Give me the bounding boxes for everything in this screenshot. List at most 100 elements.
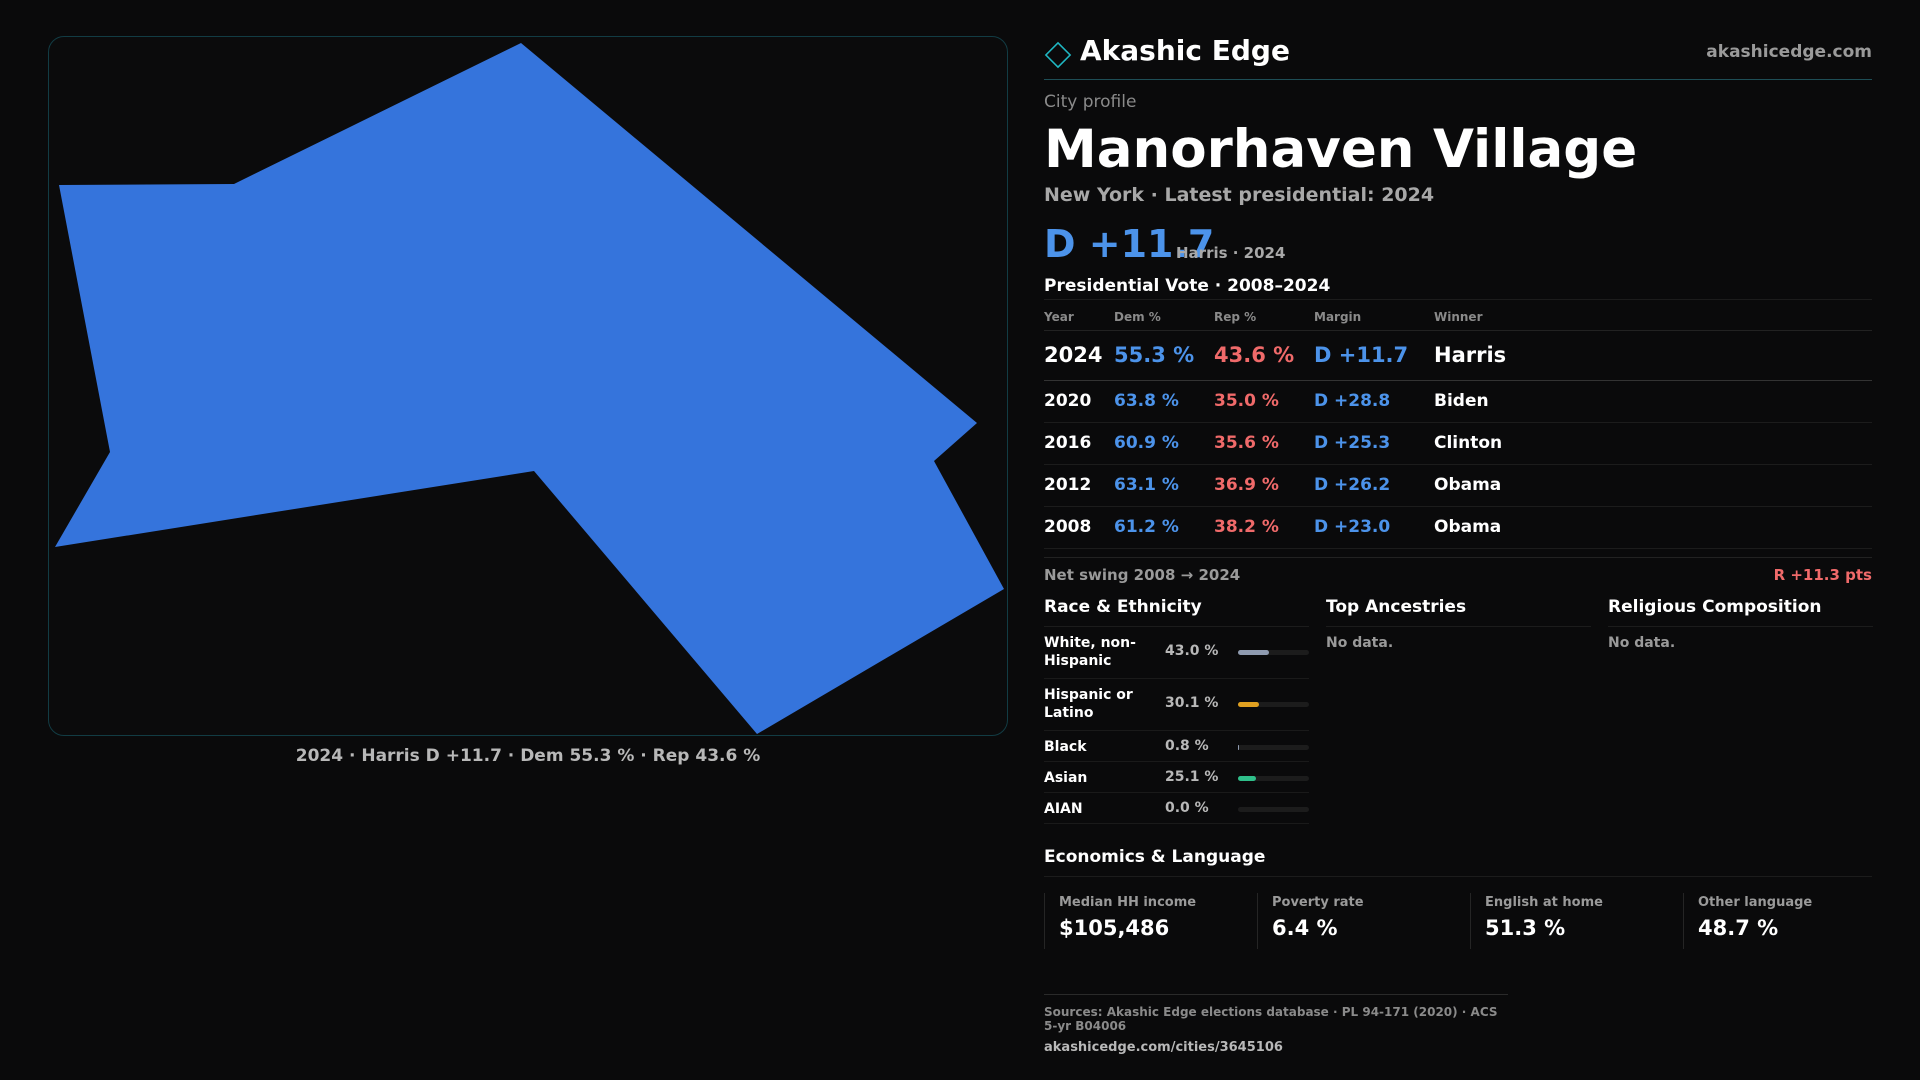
row-rep: 35.6 % xyxy=(1214,422,1314,465)
brand-header: Akashic Edge akashicedge.com xyxy=(1044,28,1872,80)
demographics-row: Race & Ethnicity White, non-Hispanic 43.… xyxy=(1044,593,1873,843)
row-winner: Biden xyxy=(1434,380,1872,423)
stat-label: English at home xyxy=(1485,894,1603,910)
religion-title: Religious Composition xyxy=(1608,593,1873,627)
race-ethnicity-title: Race & Ethnicity xyxy=(1044,593,1309,627)
row-margin: D +26.2 xyxy=(1314,464,1434,507)
race-row-black: Black 0.8 % xyxy=(1044,731,1309,762)
footer: Sources: Akashic Edge elections database… xyxy=(1044,994,1508,1055)
stat-label: Poverty rate xyxy=(1272,894,1364,910)
ancestries-section: Top Ancestries No data. xyxy=(1326,593,1591,651)
race-bar-fill xyxy=(1238,775,1256,781)
race-name: Hispanic or Latino xyxy=(1044,686,1133,721)
row-rep: 43.6 % xyxy=(1214,330,1314,381)
row-margin: D +25.3 xyxy=(1314,422,1434,465)
stat-median-income: Median HH income $105,486 xyxy=(1044,892,1244,949)
race-pct: 43.0 % xyxy=(1165,642,1219,659)
profile-subtitle: New York · Latest presidential: 2024 xyxy=(1044,184,1435,206)
race-row-aian: AIAN 0.0 % xyxy=(1044,793,1309,824)
table-row: 2012 63.1 % 36.9 % D +26.2 Obama xyxy=(1044,464,1872,507)
row-winner: Obama xyxy=(1434,506,1872,549)
profile-eyebrow: City profile xyxy=(1044,92,1137,112)
row-winner: Obama xyxy=(1434,464,1872,507)
row-winner: Harris xyxy=(1434,330,1872,381)
race-row-asian: Asian 25.1 % xyxy=(1044,762,1309,793)
row-rep: 38.2 % xyxy=(1214,506,1314,549)
race-pct: 0.8 % xyxy=(1165,737,1209,754)
row-year: 2008 xyxy=(1044,506,1114,549)
row-margin: D +11.7 xyxy=(1314,330,1434,381)
table-row: 2008 61.2 % 38.2 % D +23.0 Obama xyxy=(1044,506,1872,549)
row-rep: 35.0 % xyxy=(1214,380,1314,423)
row-year: 2024 xyxy=(1044,330,1114,381)
row-year: 2016 xyxy=(1044,422,1114,465)
row-year: 2020 xyxy=(1044,380,1114,423)
race-bar-track xyxy=(1238,649,1309,655)
race-bar-track xyxy=(1238,701,1309,707)
column-header-rep: Rep % xyxy=(1214,300,1314,331)
column-header-winner: Winner xyxy=(1434,300,1872,331)
religion-section: Religious Composition No data. xyxy=(1608,593,1873,651)
race-row-white: White, non-Hispanic 43.0 % xyxy=(1044,627,1309,679)
race-pct: 25.1 % xyxy=(1165,768,1219,785)
table-row: 2024 55.3 % 43.6 % D +11.7 Harris xyxy=(1044,330,1872,381)
table-header-row: Year Dem % Rep % Margin Winner xyxy=(1044,300,1872,331)
race-name: Black xyxy=(1044,738,1087,755)
row-dem: 63.8 % xyxy=(1114,380,1214,423)
map-caption: 2024 · Harris D +11.7 · Dem 55.3 % · Rep… xyxy=(295,746,761,766)
row-rep: 36.9 % xyxy=(1214,464,1314,507)
race-name: Asian xyxy=(1044,769,1088,786)
race-bar-fill xyxy=(1238,744,1240,750)
brand-name[interactable]: Akashic Edge xyxy=(1080,34,1290,67)
race-name: AIAN xyxy=(1044,800,1083,817)
page-title: Manorhaven Village xyxy=(1044,119,1638,180)
race-name: White, non-Hispanic xyxy=(1044,634,1136,669)
race-bar-track xyxy=(1238,806,1309,812)
net-swing-label: Net swing 2008 → 2024 xyxy=(1044,565,1241,584)
religion-empty: No data. xyxy=(1608,634,1676,651)
net-swing-row: Net swing 2008 → 2024 R +11.3 pts xyxy=(1044,556,1872,587)
race-pct: 0.0 % xyxy=(1165,799,1209,816)
economics-title: Economics & Language xyxy=(1044,843,1872,877)
footer-sources: Sources: Akashic Edge elections database… xyxy=(1044,1005,1498,1033)
race-ethnicity-section: Race & Ethnicity White, non-Hispanic 43.… xyxy=(1044,593,1309,824)
stat-value: 51.3 % xyxy=(1485,915,1566,940)
race-pct: 30.1 % xyxy=(1165,694,1219,711)
stat-label: Median HH income xyxy=(1059,894,1197,910)
brand-url-link[interactable]: akashicedge.com xyxy=(1706,42,1872,62)
diamond-logo-icon xyxy=(1044,41,1072,69)
presidential-vote-table: Year Dem % Rep % Margin Winner 2024 55.3… xyxy=(1044,300,1872,549)
headline-result: D +11.7 Harris · 2024 xyxy=(1044,222,1872,266)
race-bar-fill xyxy=(1238,649,1269,655)
stat-english-home: English at home 51.3 % xyxy=(1470,892,1670,949)
row-dem: 63.1 % xyxy=(1114,464,1214,507)
headline-note: Harris · 2024 xyxy=(1176,244,1286,262)
table-row: 2020 63.8 % 35.0 % D +28.8 Biden xyxy=(1044,380,1872,423)
row-year: 2012 xyxy=(1044,464,1114,507)
stat-value: 6.4 % xyxy=(1272,915,1338,940)
row-dem: 55.3 % xyxy=(1114,330,1214,381)
race-bar-track xyxy=(1238,744,1309,750)
footer-url-link[interactable]: akashicedge.com/cities/3645106 xyxy=(1044,1040,1283,1055)
race-row-hispanic: Hispanic or Latino 30.1 % xyxy=(1044,679,1309,731)
ancestries-empty: No data. xyxy=(1326,634,1394,651)
stat-poverty-rate: Poverty rate 6.4 % xyxy=(1257,892,1457,949)
stat-label: Other language xyxy=(1698,894,1813,910)
city-boundary-map[interactable] xyxy=(48,36,1008,736)
net-swing-value: R +11.3 pts xyxy=(1773,565,1872,584)
city-boundary-shape[interactable] xyxy=(55,43,1004,734)
column-header-year: Year xyxy=(1044,300,1114,331)
presidential-vote-title: Presidential Vote · 2008–2024 xyxy=(1044,276,1872,300)
city-profile-panel: Akashic Edge akashicedge.com City profil… xyxy=(1044,28,1873,963)
row-margin: D +23.0 xyxy=(1314,506,1434,549)
column-header-margin: Margin xyxy=(1314,300,1434,331)
row-margin: D +28.8 xyxy=(1314,380,1434,423)
headline-margin: D +11.7 xyxy=(1044,222,1215,266)
stat-value: $105,486 xyxy=(1059,915,1170,940)
column-header-dem: Dem % xyxy=(1114,300,1214,331)
row-winner: Clinton xyxy=(1434,422,1872,465)
boundary-svg xyxy=(55,43,1004,734)
stat-other-language: Other language 48.7 % xyxy=(1683,892,1883,949)
economics-stats: Median HH income $105,486 Poverty rate 6… xyxy=(1044,892,1872,963)
race-bar-fill xyxy=(1238,701,1260,707)
